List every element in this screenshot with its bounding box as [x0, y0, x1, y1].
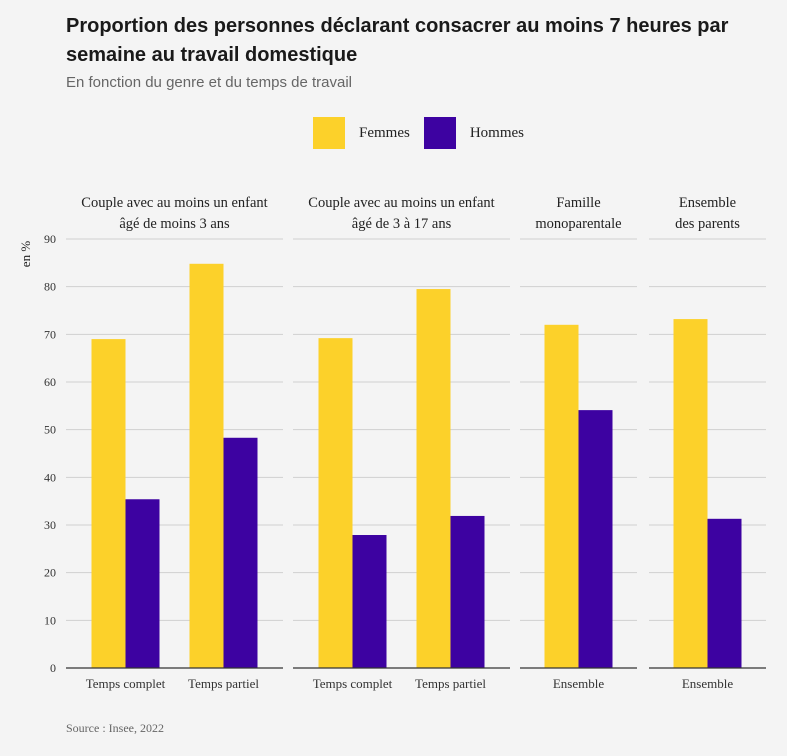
bar-hommes — [352, 535, 387, 668]
y-tick-label: 20 — [44, 566, 56, 580]
bar-hommes — [578, 410, 613, 668]
x-tick-label: Ensemble — [553, 676, 604, 691]
panel-title: Couple avec au moins un enfant — [81, 195, 267, 211]
legend: Femmes Hommes — [313, 117, 538, 149]
y-tick-label: 70 — [44, 327, 56, 341]
bar-femmes — [544, 324, 579, 668]
bar-hommes — [450, 515, 485, 668]
x-tick-label: Temps complet — [86, 676, 166, 691]
x-tick-label: Temps partiel — [415, 676, 486, 691]
panel-title: Couple avec au moins un enfant — [308, 195, 494, 211]
chart-subtitle: En fonction du genre et du temps de trav… — [66, 74, 353, 91]
legend-label-hommes: Hommes — [469, 124, 525, 141]
bar-femmes — [91, 339, 126, 668]
bar-hommes — [707, 518, 742, 668]
legend-swatch-femmes — [313, 117, 345, 149]
bar-femmes — [673, 319, 708, 668]
bar-femmes — [318, 338, 353, 668]
bar-femmes — [189, 263, 224, 668]
x-tick-label: Ensemble — [682, 676, 733, 691]
source-note: Source : Insee, 2022 — [66, 721, 164, 735]
legend-swatch-hommes — [423, 117, 456, 149]
bar-hommes — [125, 499, 160, 668]
y-axis-label: en % — [18, 241, 33, 268]
y-tick-label: 80 — [44, 280, 56, 294]
chart-title: Proportion des personnes déclarant consa… — [66, 15, 729, 66]
legend-item-femmes: Femmes — [313, 117, 410, 149]
bar-hommes — [223, 437, 258, 668]
y-tick-label: 90 — [44, 232, 56, 246]
panel-title: Famille — [556, 195, 600, 211]
y-tick-label: 40 — [44, 470, 56, 484]
y-tick-label: 50 — [44, 423, 56, 437]
legend-label-femmes: Femmes — [359, 124, 410, 141]
x-tick-label: Temps partiel — [188, 676, 259, 691]
panel-title: Ensemble — [679, 195, 736, 211]
y-tick-label: 30 — [44, 518, 56, 532]
y-tick-label: 60 — [44, 375, 56, 389]
panel-title: monoparentale — [535, 216, 621, 232]
legend-item-hommes: Hommes — [423, 117, 525, 149]
panel-title: âgé de moins 3 ans — [119, 216, 230, 232]
y-tick-label: 10 — [44, 613, 56, 627]
y-tick-label: 0 — [50, 661, 56, 675]
bar-femmes — [416, 289, 451, 668]
x-tick-label: Temps complet — [313, 676, 393, 691]
panel-title: des parents — [675, 216, 740, 232]
panel-title: âgé de 3 à 17 ans — [352, 216, 452, 232]
